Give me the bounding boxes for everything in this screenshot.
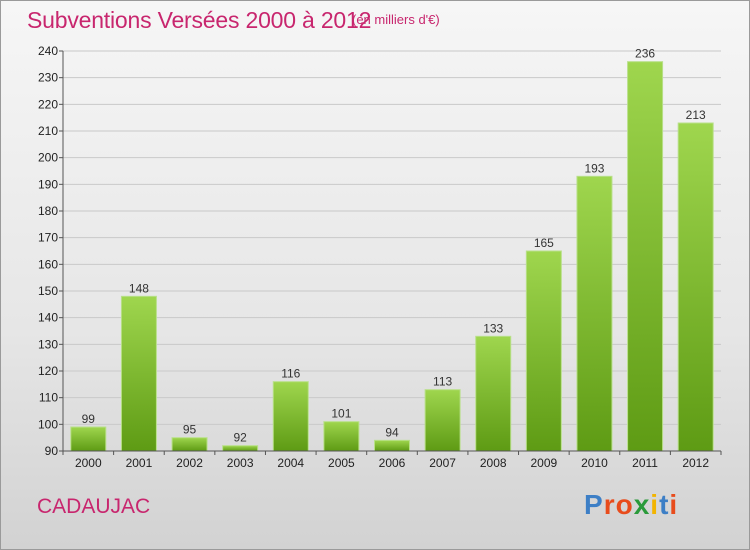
bar-2002 <box>171 437 208 452</box>
y-tick-label: 160 <box>38 257 58 271</box>
data-label-2005: 101 <box>331 407 351 421</box>
data-label-2001: 148 <box>129 281 149 295</box>
bar-2010 <box>576 175 613 452</box>
y-tick-label: 90 <box>45 444 59 458</box>
bar-2006 <box>374 439 410 452</box>
data-label-2012: 213 <box>686 108 706 122</box>
y-tick-label: 240 <box>38 44 58 58</box>
x-tick-label: 2003 <box>227 456 254 470</box>
data-label-2010: 193 <box>584 161 604 175</box>
x-tick-label: 2010 <box>581 456 608 470</box>
data-label-2009: 165 <box>534 236 554 250</box>
bar-2011 <box>627 61 664 452</box>
x-tick-label: 2011 <box>632 456 658 470</box>
data-label-2007: 113 <box>433 375 452 389</box>
x-tick-label: 2008 <box>480 456 507 470</box>
x-tick-label: 2000 <box>75 456 102 470</box>
grid-layer <box>63 50 721 452</box>
logo-letter: i <box>650 489 660 520</box>
data-label-2006: 94 <box>385 425 399 439</box>
axis-layer: 90 100 110 120 130 140 150 160 170 180 190 200 210 22… <box>38 44 722 458</box>
bar-2008 <box>475 335 512 452</box>
x-tick-label: 2009 <box>530 456 557 470</box>
logo-letter: P <box>584 489 604 520</box>
proxiti-logo[interactable]: Proxiti <box>584 489 678 521</box>
x-tick-label: 2007 <box>429 456 456 470</box>
chart-title: Subventions Versées 2000 à 2012 <box>27 7 372 33</box>
label-layer: 2000 99 2001 148 2002 95 2003 92 2004 116 2005 101 2… <box>75 47 709 470</box>
bar-2004 <box>272 381 309 452</box>
logo-letter: r <box>603 489 616 520</box>
data-label-2003: 92 <box>233 431 247 445</box>
x-tick-label: 2005 <box>328 456 355 470</box>
data-label-2000: 99 <box>82 412 96 426</box>
data-label-2011: 236 <box>635 47 655 61</box>
logo-letter: o <box>615 489 634 520</box>
data-label-2004: 116 <box>281 367 300 381</box>
x-tick-label: 2006 <box>379 456 406 470</box>
x-tick-label: 2012 <box>682 456 709 470</box>
y-tick-label: 190 <box>38 177 58 191</box>
y-tick-label: 220 <box>38 97 58 111</box>
y-tick-label: 150 <box>38 284 58 298</box>
y-tick-label: 180 <box>38 204 58 218</box>
bar-2001 <box>120 295 157 452</box>
bar-2012 <box>677 122 714 452</box>
bar-layer <box>70 61 714 452</box>
y-tick-label: 100 <box>38 417 58 431</box>
bar-2007 <box>424 389 461 452</box>
x-tick-label: 2002 <box>176 456 203 470</box>
logo-letter: t <box>659 489 670 520</box>
logo-letter: i <box>669 489 679 520</box>
y-tick-label: 210 <box>38 124 58 138</box>
bar-2000 <box>70 426 107 452</box>
y-tick-label: 110 <box>39 391 58 405</box>
x-tick-label: 2001 <box>126 456 153 470</box>
chart-unit: (en milliers d'€) <box>352 12 440 27</box>
logo-letter: x <box>633 489 651 520</box>
y-tick-label: 140 <box>38 311 58 325</box>
y-tick-label: 200 <box>38 151 58 165</box>
y-tick-label: 120 <box>38 364 58 378</box>
bar-2009 <box>525 250 562 452</box>
bar-2003 <box>222 445 259 452</box>
x-tick-label: 2004 <box>277 456 304 470</box>
data-label-2002: 95 <box>183 423 197 437</box>
y-tick-label: 130 <box>38 337 58 351</box>
bar-2005 <box>323 421 360 452</box>
commune-name: CADAUJAC <box>37 495 151 518</box>
data-label-2008: 133 <box>483 321 503 335</box>
y-tick-label: 230 <box>38 71 58 85</box>
y-tick-label: 170 <box>38 231 58 245</box>
